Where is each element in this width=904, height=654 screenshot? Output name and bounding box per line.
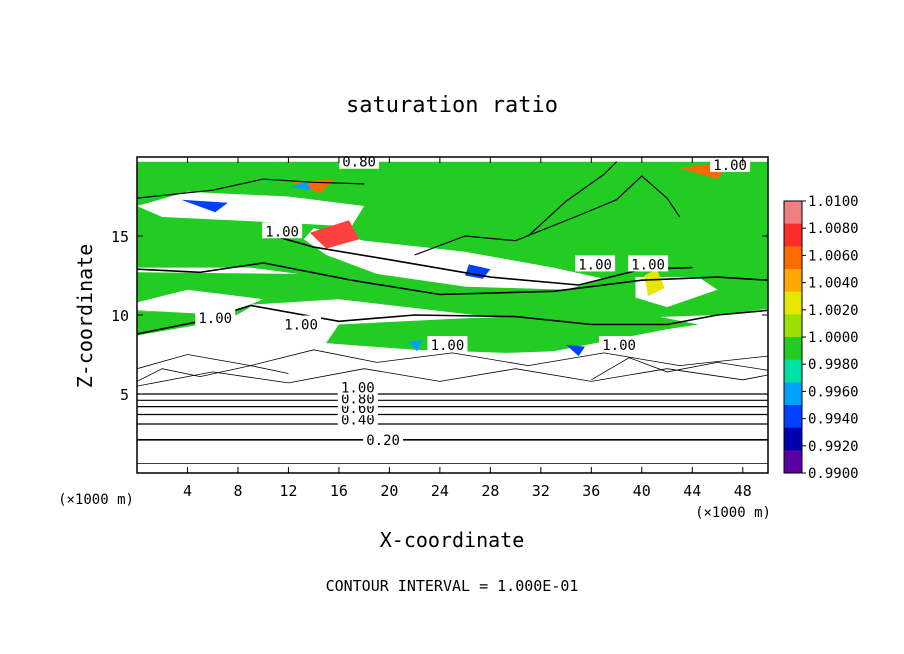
y-axis-ticks: 5 10 15 [111,228,768,404]
colorbar-swatch-4 [784,291,802,315]
field-region-17 [408,340,423,352]
x-tick-label-32: 32 [532,482,550,500]
colorbar-label-1: 1.0080 [808,221,859,237]
colorbar-swatch-7 [784,359,802,383]
contour-label-1: 0.40 [341,412,375,428]
contour-label-bg-6 [195,309,236,326]
contour-label-5: 1.00 [265,224,299,240]
contour-line-7 [137,368,768,387]
field-region-4 [137,191,365,227]
contour-line-15 [137,365,289,382]
x-tick-label-48: 48 [734,482,752,500]
x-tick-label-12: 12 [279,482,297,500]
colorbar-label-6: 0.9980 [808,357,859,373]
contour-label-bg-0 [363,430,404,447]
contour-label-12: 1.00 [713,158,747,174]
field-region-8 [326,357,365,374]
contour-label-bg-8 [427,336,468,353]
x-tick-label-20: 20 [380,482,398,500]
colorbar: 1.0100 1.0080 1.0060 1.0040 1.0020 1.0000 0.99… [783,194,859,482]
x-tick-label-28: 28 [481,482,499,500]
field-region-15 [465,264,491,279]
contour-label-bg-4 [337,378,378,395]
y-tick-label-5: 5 [120,386,129,404]
contour-label-bg-10 [575,255,616,272]
colorbar-label-5: 1.0000 [808,330,859,346]
field-region-16 [566,345,585,357]
contour-label-bg-9 [599,336,640,353]
contour-line-14 [527,161,618,237]
contour-label-bg-5 [262,222,303,239]
colorbar-label-9: 0.9920 [808,439,859,455]
contour-label-bg-7 [281,315,322,332]
contour-line-8 [137,349,768,370]
colorbar-swatch-0 [784,201,802,225]
contour-label-bg-12 [710,155,751,172]
colorbar-label-8: 0.9940 [808,412,859,428]
colorbar-swatch-5 [784,314,802,338]
field-region-5 [303,228,604,290]
contour-line-16 [591,357,768,381]
colorbar-swatch-11 [784,450,802,474]
chart-title: saturation ratio [346,93,558,118]
contour-label-11: 1.00 [631,257,665,273]
x-tick-label-4: 4 [183,482,192,500]
field-region-13 [644,269,665,296]
contour-label-13: 0.80 [342,155,376,171]
colorbar-label-10: 0.9900 [808,466,859,482]
contour-label-bg-11 [628,255,669,272]
colorbar-ticks: 1.0100 1.0080 1.0060 1.0040 1.0020 1.0000 0.99… [802,194,859,482]
contour-label-4: 1.00 [341,381,375,397]
field-region-18 [291,180,312,191]
contour-label-6: 1.00 [198,311,232,327]
x-tick-label-40: 40 [633,482,651,500]
contour-labels: 0.200.400.600.801.001.001.00 1.001.00 1.00… [195,152,751,449]
colorbar-swatch-2 [784,246,802,270]
x-tick-label-16: 16 [330,482,348,500]
x-unit-note: (×1000 m) [695,505,771,521]
contour-label-7: 1.00 [284,317,318,333]
field-region-9 [137,289,264,315]
colorbar-label-2: 1.0060 [808,248,859,264]
colorbar-swatch-8 [784,382,802,406]
y-unit-note: (×1000 m) [58,492,134,508]
contour-line-13 [137,178,365,199]
contour-line-12 [414,175,681,256]
colorbar-label-4: 1.0020 [808,303,859,319]
colorbar-swatch-10 [784,427,802,451]
x-axis-ticks: 4 8 12 16 20 24 28 32 36 40 44 48 [183,157,752,500]
colorbar-swatch-1 [784,223,802,247]
colorbar-swatches [784,201,802,474]
field-region-7 [137,324,768,473]
contour-label-10: 1.00 [578,257,612,273]
contour-label-9: 1.00 [602,338,636,354]
colorbar-swatch-3 [784,269,802,293]
x-tick-label-44: 44 [683,482,701,500]
contour-label-8: 1.00 [431,338,465,354]
x-tick-label-8: 8 [233,482,242,500]
field-region-14 [181,199,228,213]
x-tick-label-36: 36 [582,482,600,500]
y-tick-label-10: 10 [111,307,129,325]
plot-area: 0.200.400.600.801.001.001.00 1.001.00 1.00… [111,152,769,500]
contour-line-10 [137,262,768,296]
contour-label-3: 0.80 [341,392,375,408]
colorbar-swatch-6 [784,337,802,361]
colorbar-label-3: 1.0040 [808,276,859,292]
x-tick-label-24: 24 [431,482,449,500]
colorbar-label-7: 0.9960 [808,384,859,400]
colorbar-swatch-9 [784,405,802,429]
contour-label-0: 0.20 [366,433,400,449]
field-region-10 [309,220,360,249]
y-tick-label-15: 15 [111,228,129,246]
y-axis-label: Z-coordinate [73,244,97,389]
x-axis-label: X-coordinate [380,528,525,552]
contour-interval-note: CONTOUR INTERVAL = 1.000E-01 [326,577,579,595]
colorbar-label-0: 1.0100 [808,194,859,210]
